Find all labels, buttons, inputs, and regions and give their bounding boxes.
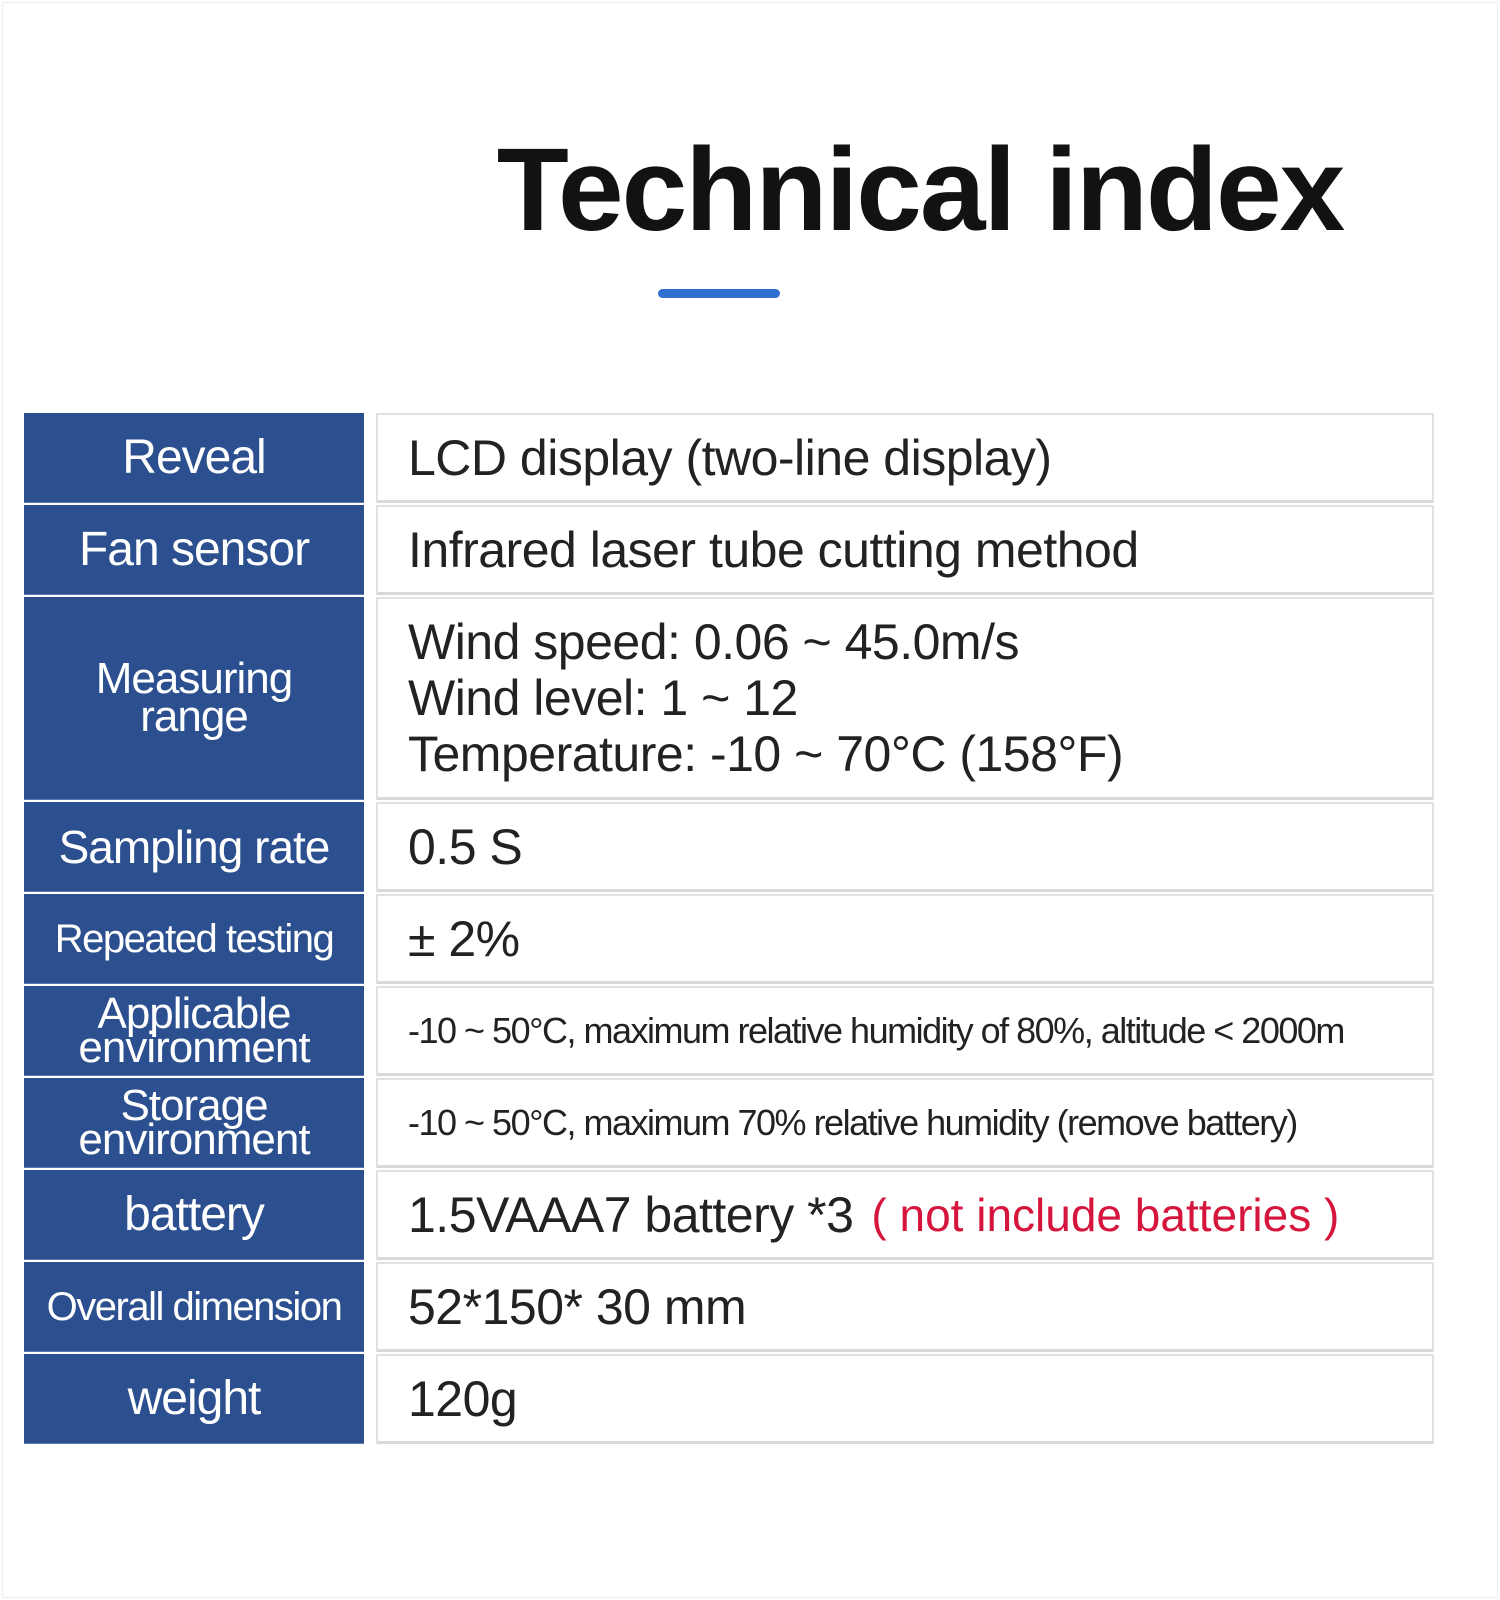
spec-label: Storage environment — [24, 1078, 364, 1168]
spec-row-reveal: Reveal LCD display (two-line display) — [24, 413, 1434, 503]
spec-label: Fan sensor — [24, 505, 364, 595]
spec-label: Repeated testing — [24, 894, 364, 984]
spec-row-measuring-range: Measuring range Wind speed: 0.06 ~ 45.0m… — [24, 597, 1434, 800]
spec-table: Reveal LCD display (two-line display) Fa… — [24, 413, 1434, 1446]
battery-note: ( not include batteries ) — [871, 1188, 1340, 1241]
spec-value: 120g — [376, 1354, 1434, 1444]
spec-value: 0.5 S — [376, 802, 1434, 892]
battery-value: 1.5VAAA7 battery *3 — [408, 1186, 854, 1243]
spec-label: Measuring range — [24, 597, 364, 800]
page-title: Technical index — [496, 124, 1346, 256]
spec-row-repeated-testing: Repeated testing ± 2% — [24, 894, 1434, 984]
spec-value: 52*150* 30 mm — [376, 1262, 1434, 1352]
spec-label-line: range — [140, 692, 249, 741]
spec-label-line: Storage — [120, 1080, 268, 1130]
spec-value: ± 2% — [376, 894, 1434, 984]
spec-value: -10 ~ 50°C, maximum relative humidity of… — [376, 986, 1434, 1076]
spec-label: Overall dimension — [24, 1262, 364, 1352]
spec-row-sampling-rate: Sampling rate 0.5 S — [24, 802, 1434, 892]
spec-value: Infrared laser tube cutting method — [376, 505, 1434, 595]
spec-label: weight — [24, 1354, 364, 1444]
spec-row-overall-dimension: Overall dimension 52*150* 30 mm — [24, 1262, 1434, 1352]
spec-label-line: environment — [78, 1114, 310, 1164]
spec-value-line: Wind level: 1 ~ 12 — [408, 670, 798, 726]
spec-label: battery — [24, 1170, 364, 1260]
spec-value: LCD display (two-line display) — [376, 413, 1434, 503]
title-underline — [658, 289, 780, 298]
spec-row-battery: battery 1.5VAAA7 battery *3 ( not includ… — [24, 1170, 1434, 1260]
spec-label-line: Applicable — [97, 988, 291, 1038]
spec-row-weight: weight 120g — [24, 1354, 1434, 1444]
spec-row-fan-sensor: Fan sensor Infrared laser tube cutting m… — [24, 505, 1434, 595]
spec-row-storage-environment: Storage environment -10 ~ 50°C, maximum … — [24, 1078, 1434, 1168]
spec-label: Sampling rate — [24, 802, 364, 892]
spec-value-line: Wind speed: 0.06 ~ 45.0m/s — [408, 614, 1019, 670]
spec-label: Reveal — [24, 413, 364, 503]
spec-value: 1.5VAAA7 battery *3 ( not include batter… — [376, 1170, 1434, 1260]
spec-value: Wind speed: 0.06 ~ 45.0m/s Wind level: 1… — [376, 597, 1434, 800]
spec-label-line: Measuring — [95, 654, 293, 703]
spec-row-applicable-environment: Applicable environment -10 ~ 50°C, maxim… — [24, 986, 1434, 1076]
spec-value: -10 ~ 50°C, maximum 70% relative humidit… — [376, 1078, 1434, 1168]
spec-label: Applicable environment — [24, 986, 364, 1076]
spec-value-line: Temperature: -10 ~ 70°C (158°F) — [408, 726, 1124, 782]
spec-label-line: environment — [78, 1022, 310, 1072]
